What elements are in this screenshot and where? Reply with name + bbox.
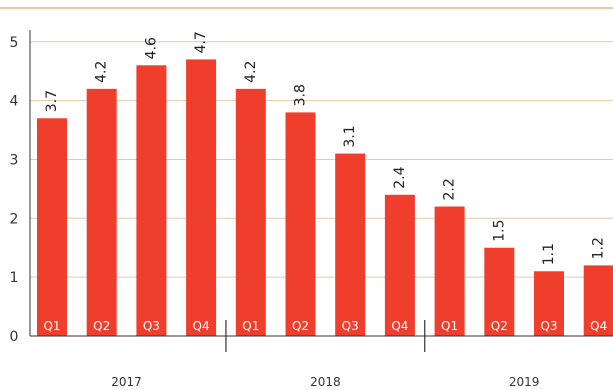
bar [534,271,564,336]
bar [335,153,366,336]
y-tick-label: 2 [10,211,19,227]
year-separators [225,320,426,352]
bar-value-label: 1.2 [591,237,607,259]
quarter-label: Q2 [292,319,309,333]
year-label: 2019 [509,375,540,389]
bar [285,112,316,336]
bar-value-label: 4.7 [193,31,209,53]
quarter-label: Q3 [540,319,557,333]
gridlines [30,41,613,278]
bar-value-label: 4.2 [94,61,110,83]
quarter-label: Q1 [441,319,458,333]
quarter-label: Q4 [590,319,607,333]
quarter-labels: Q1 Q2 Q3 Q4 Q1 Q2 Q3 Q4 Q1 Q2 Q3 Q4 [43,319,607,333]
bar [86,88,117,336]
quarter-label: Q4 [193,319,210,333]
bar [136,65,167,337]
bar [434,206,465,336]
bar [37,118,67,337]
bar [186,59,217,337]
y-axis: 0 1 2 3 4 5 [10,30,31,345]
bar-value-label: 4.6 [143,37,159,59]
quarter-label: Q3 [342,319,359,333]
bar-value-label: 3.8 [293,84,309,106]
year-label: 2018 [310,375,341,389]
year-labels: 2017 2018 2019 [111,375,539,389]
bar-value-label: 2.2 [442,178,458,200]
bar [384,194,415,336]
y-tick-label: 3 [10,152,19,168]
y-tick-label: 4 [10,94,19,110]
bars [37,59,613,337]
y-tick-label: 1 [10,270,19,286]
bar-value-label: 2.4 [392,166,408,188]
quarter-label: Q1 [43,319,60,333]
year-label: 2017 [111,375,142,389]
value-labels: 3.7 4.2 4.6 4.7 4.2 3.8 3.1 2.4 2.2 1.5 1.1 1.2 [44,31,607,265]
quarter-label: Q2 [93,319,110,333]
quarter-label: Q2 [491,319,508,333]
bar-value-label: 4.2 [243,61,259,83]
bar [583,265,613,336]
bar [484,247,515,336]
bar-value-label: 3.7 [44,90,60,112]
y-tick-label: 0 [10,329,19,345]
quarter-label: Q3 [143,319,160,333]
quarter-label: Q4 [391,319,408,333]
bar-value-label: 1.1 [541,243,557,265]
bar [235,88,266,336]
y-tick-label: 5 [10,35,19,51]
bar-value-label: 3.1 [342,125,358,147]
bar-value-label: 1.5 [491,219,507,241]
quarter-label: Q1 [242,319,259,333]
